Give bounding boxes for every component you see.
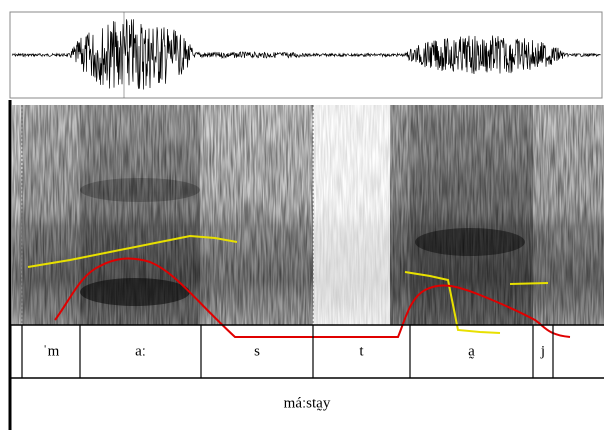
segment-label: aː [135, 343, 146, 359]
segment-label: s [254, 343, 260, 359]
segment-label: ˈm [43, 343, 60, 359]
pitch-track [54, 257, 571, 338]
segment-label: t [359, 343, 364, 359]
formant-track [509, 282, 549, 285]
segment-label: a̰ [468, 343, 475, 359]
spectrogram [12, 105, 604, 325]
segment-label: j [540, 343, 545, 359]
word-label: máːsta̰y [284, 395, 331, 411]
segment-tier: ˈm aː s t a̰ j [21, 325, 554, 378]
formant-track [27, 234, 238, 268]
waveform [11, 19, 601, 90]
formant-track [404, 271, 501, 334]
